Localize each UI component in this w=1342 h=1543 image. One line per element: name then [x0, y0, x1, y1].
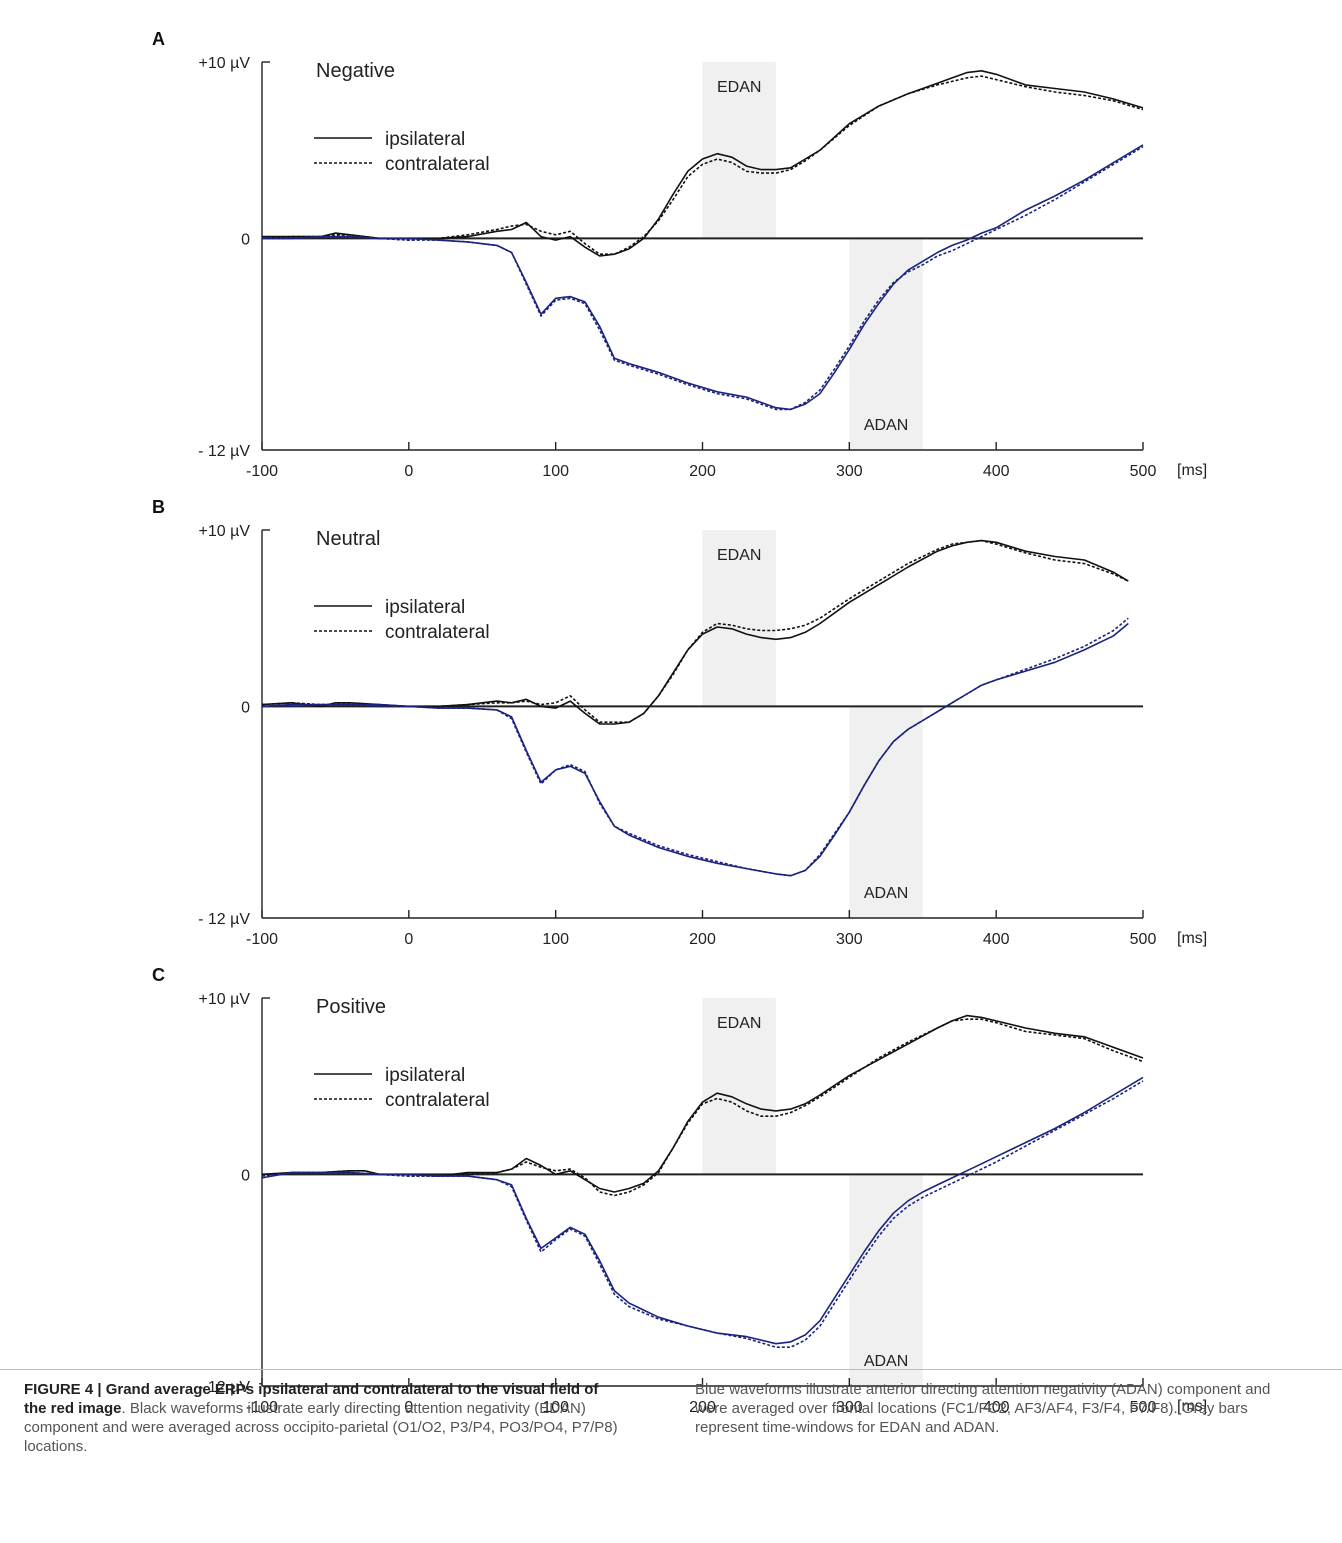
caption-left-text: . Black waveforms illustrate early direc… — [24, 1400, 618, 1455]
x-unit-label: [ms] — [1177, 462, 1207, 479]
panel-title: Positive — [316, 996, 386, 1018]
x-tick-label: 200 — [689, 1399, 716, 1416]
y-label-top: +10 µV — [199, 523, 251, 540]
time-window-adan — [849, 1174, 923, 1386]
series-adan-contralateral — [262, 617, 1129, 877]
y-label-bottom: - 12 µV — [198, 1379, 250, 1396]
x-tick-label: 400 — [983, 1399, 1010, 1416]
caption-right-column: Blue waveforms illustrate anterior direc… — [695, 1380, 1305, 1437]
series-edan-contralateral — [261, 75, 1144, 255]
time-window-adan — [849, 706, 923, 918]
panel-letter: C — [152, 965, 165, 985]
time-window-edan — [702, 530, 776, 707]
panel-title: Neutral — [316, 528, 380, 550]
legend-label-ipsilateral: ipsilateral — [385, 1065, 465, 1086]
y-label-bottom: - 12 µV — [198, 911, 250, 928]
x-tick-label: 0 — [404, 1399, 413, 1416]
time-window-label-adan: ADAN — [864, 885, 908, 902]
x-unit-label: [ms] — [1177, 1398, 1207, 1415]
y-label-zero: 0 — [241, 1167, 250, 1184]
y-label-top: +10 µV — [199, 55, 251, 72]
x-tick-label: 500 — [1130, 463, 1157, 480]
legend-label-ipsilateral: ipsilateral — [385, 597, 465, 618]
time-window-label-edan: EDAN — [717, 79, 761, 96]
series-edan-contralateral — [261, 539, 1129, 723]
x-tick-label: 0 — [404, 463, 413, 480]
x-tick-label: 0 — [404, 931, 413, 948]
legend-label-contralateral: contralateral — [385, 154, 490, 175]
x-tick-label: 300 — [836, 1399, 863, 1416]
panel-title: Negative — [316, 60, 395, 82]
figure-label: FIGURE 4 | Grand average ERPs ipsilatera… — [24, 1381, 599, 1417]
time-window-label-edan: EDAN — [717, 547, 761, 564]
time-window-label-edan: EDAN — [717, 1015, 761, 1032]
caption-right-text: Blue waveforms illustrate anterior direc… — [695, 1381, 1271, 1436]
x-tick-label: 100 — [542, 931, 569, 948]
caption-divider — [0, 1369, 1342, 1370]
x-tick-label: 400 — [983, 931, 1010, 948]
time-window-label-adan: ADAN — [864, 1353, 908, 1370]
x-tick-label: 300 — [836, 463, 863, 480]
x-unit-label: [ms] — [1177, 930, 1207, 947]
series-adan-contralateral — [262, 146, 1144, 411]
time-window-adan — [849, 238, 923, 450]
legend-label-contralateral: contralateral — [385, 1090, 490, 1111]
y-label-zero: 0 — [241, 699, 250, 716]
x-tick-label: 400 — [983, 463, 1010, 480]
legend-label-ipsilateral: ipsilateral — [385, 129, 465, 150]
x-tick-label: -100 — [246, 463, 278, 480]
x-tick-label: 200 — [689, 463, 716, 480]
x-tick-label: 200 — [689, 931, 716, 948]
y-label-bottom: - 12 µV — [198, 443, 250, 460]
x-tick-label: 300 — [836, 931, 863, 948]
time-window-edan — [702, 62, 776, 239]
time-window-label-adan: ADAN — [864, 417, 908, 434]
x-tick-label: -100 — [246, 931, 278, 948]
y-label-zero: 0 — [241, 231, 250, 248]
time-window-edan — [702, 998, 776, 1175]
series-adan-contralateral — [261, 1080, 1144, 1348]
x-tick-label: 100 — [542, 1399, 569, 1416]
legend-label-contralateral: contralateral — [385, 622, 490, 643]
x-tick-label: 500 — [1130, 931, 1157, 948]
x-tick-label: 100 — [542, 463, 569, 480]
x-tick-label: 500 — [1130, 1399, 1157, 1416]
y-label-top: +10 µV — [199, 991, 251, 1008]
panel-letter: A — [152, 29, 165, 49]
caption-left-column: FIGURE 4 | Grand average ERPs ipsilatera… — [24, 1380, 624, 1456]
x-tick-label: -100 — [246, 1399, 278, 1416]
series-adan-ipsilateral — [261, 622, 1129, 877]
panel-letter: B — [152, 497, 165, 517]
